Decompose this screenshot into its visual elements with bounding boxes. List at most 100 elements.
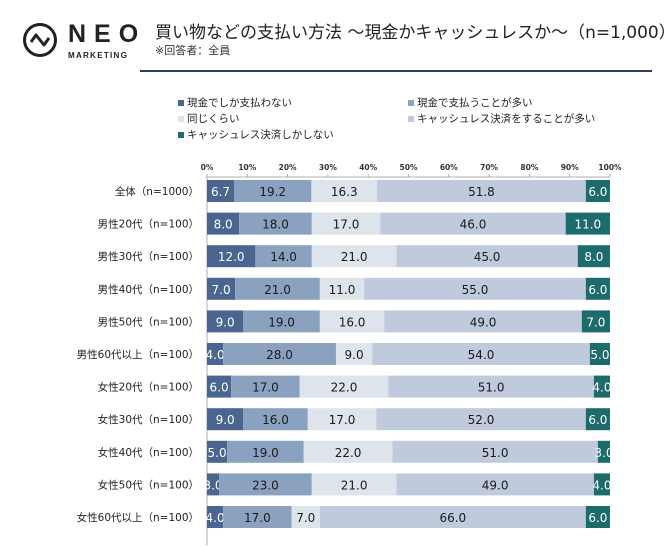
bar-segment xyxy=(234,180,312,202)
data-label: 4.0 xyxy=(206,348,225,362)
bar-segment xyxy=(396,473,594,496)
bar-segment xyxy=(235,277,320,300)
bar-segment xyxy=(207,245,256,268)
data-label: 5.0 xyxy=(590,348,609,362)
data-label: 52.0 xyxy=(468,413,495,427)
bar-segment xyxy=(239,212,312,235)
logo-sub: MARKETING xyxy=(68,51,129,60)
data-label: 4.0 xyxy=(206,511,225,525)
data-label: 14.0 xyxy=(270,250,297,264)
x-tick-label: 90% xyxy=(561,163,579,172)
bar-segment xyxy=(388,375,594,398)
legend-label: キャッシュレス決済しかしない xyxy=(187,129,334,141)
x-tick-label: 0% xyxy=(201,163,214,172)
bar-segment xyxy=(207,408,244,431)
data-label: 11.0 xyxy=(329,283,356,297)
bar-segment xyxy=(319,506,586,528)
data-label: 9.0 xyxy=(216,315,235,329)
data-label: 54.0 xyxy=(468,348,495,362)
data-label: 16.0 xyxy=(339,315,366,329)
bar-segment xyxy=(303,440,393,463)
data-label: 6.0 xyxy=(588,185,607,199)
data-label: 17.0 xyxy=(244,511,271,525)
bar-segment xyxy=(380,212,566,235)
data-label: 22.0 xyxy=(331,381,358,395)
legend-item: キャッシュレス決済をすることが多い xyxy=(408,111,595,126)
data-label: 6.0 xyxy=(588,413,607,427)
legend-swatch xyxy=(408,115,414,122)
bar-segment xyxy=(311,473,397,496)
bar-segment xyxy=(311,212,381,235)
data-label: 16.0 xyxy=(262,413,289,427)
bar-segment xyxy=(396,245,578,268)
data-label: 66.0 xyxy=(439,511,466,525)
bar-segment xyxy=(585,408,610,431)
legend-label: 同じくらい xyxy=(187,113,240,125)
category-label: 女性20代（n=100） xyxy=(98,381,199,394)
category-label: 男性50代（n=100） xyxy=(98,315,199,328)
bar-segment xyxy=(392,440,598,463)
data-label: 51.0 xyxy=(482,446,509,460)
bar-segment xyxy=(377,180,586,202)
stacked-bar-chart: 0% 10% 20% 30% 40% 50% 60% 70% 80% 90% 100% 全体（n=10… xyxy=(77,163,622,546)
data-label: 46.0 xyxy=(460,218,487,232)
bar-segment xyxy=(207,506,224,528)
data-label: 21.0 xyxy=(264,283,291,297)
data-label: 4.0 xyxy=(592,478,611,492)
x-tick-label: 50% xyxy=(400,163,418,172)
bar-segment xyxy=(581,310,610,333)
bar-segment xyxy=(291,506,320,528)
category-label: 男性20代（n=100） xyxy=(98,218,199,231)
category-label: 全体（n=1000） xyxy=(115,185,199,198)
legend-swatch xyxy=(178,131,184,138)
bar-segment xyxy=(376,408,586,431)
category-label: 女性50代（n=100） xyxy=(98,478,199,491)
bar-segment xyxy=(577,245,610,268)
bar-segment xyxy=(243,408,308,431)
legend-label: 現金で支払うことが多い xyxy=(417,97,533,109)
category-label: 男性60代以上（n=100） xyxy=(77,348,199,361)
data-label: 23.0 xyxy=(252,478,279,492)
data-label: 8.0 xyxy=(584,250,603,264)
bar-segment xyxy=(565,212,610,235)
bar-segment xyxy=(319,277,365,300)
data-label: 17.0 xyxy=(333,218,360,232)
data-label: 16.3 xyxy=(331,185,358,199)
data-label: 3.0 xyxy=(203,478,222,492)
data-label: 3.0 xyxy=(594,446,613,460)
legend-label: キャッシュレス決済をすることが多い xyxy=(417,113,596,125)
x-tick-label: 80% xyxy=(520,163,538,172)
data-label: 9.0 xyxy=(216,413,235,427)
data-label: 6.0 xyxy=(588,283,607,297)
bar-segment xyxy=(585,180,610,202)
data-label: 18.0 xyxy=(262,218,289,232)
data-label: 6.0 xyxy=(210,381,229,395)
bar-segment xyxy=(219,473,312,496)
bar-segment xyxy=(207,180,235,202)
data-label: 19.0 xyxy=(268,315,295,329)
data-label: 6.7 xyxy=(211,185,230,199)
bar-segment xyxy=(597,440,610,463)
bar-segment xyxy=(372,343,590,365)
logo-name: NEO xyxy=(68,20,147,48)
bar-segment xyxy=(231,375,300,398)
data-label: 49.0 xyxy=(482,478,509,492)
x-tick-label: 10% xyxy=(238,163,256,172)
x-tick-label: 30% xyxy=(319,163,337,172)
x-tick-label: 60% xyxy=(440,163,458,172)
bar-segment xyxy=(207,440,228,463)
page-title: 買い物などの支払い方法 ～現金かキャッシュレスか～（n=1,000） xyxy=(155,23,672,43)
bar-segment xyxy=(207,375,232,398)
legend-label: 現金でしか支払わない xyxy=(187,97,292,109)
bar-segment xyxy=(311,245,397,268)
bar-segment xyxy=(207,343,224,365)
bar-segment xyxy=(335,343,373,365)
bar-segment xyxy=(593,375,610,398)
bar-segment xyxy=(255,245,312,268)
legend-swatch xyxy=(178,99,184,106)
legend-swatch xyxy=(408,99,414,106)
bar-segment xyxy=(223,506,292,528)
data-label: 21.0 xyxy=(341,250,368,264)
data-label: 51.0 xyxy=(478,381,505,395)
category-label: 女性60代以上（n=100） xyxy=(77,511,199,524)
